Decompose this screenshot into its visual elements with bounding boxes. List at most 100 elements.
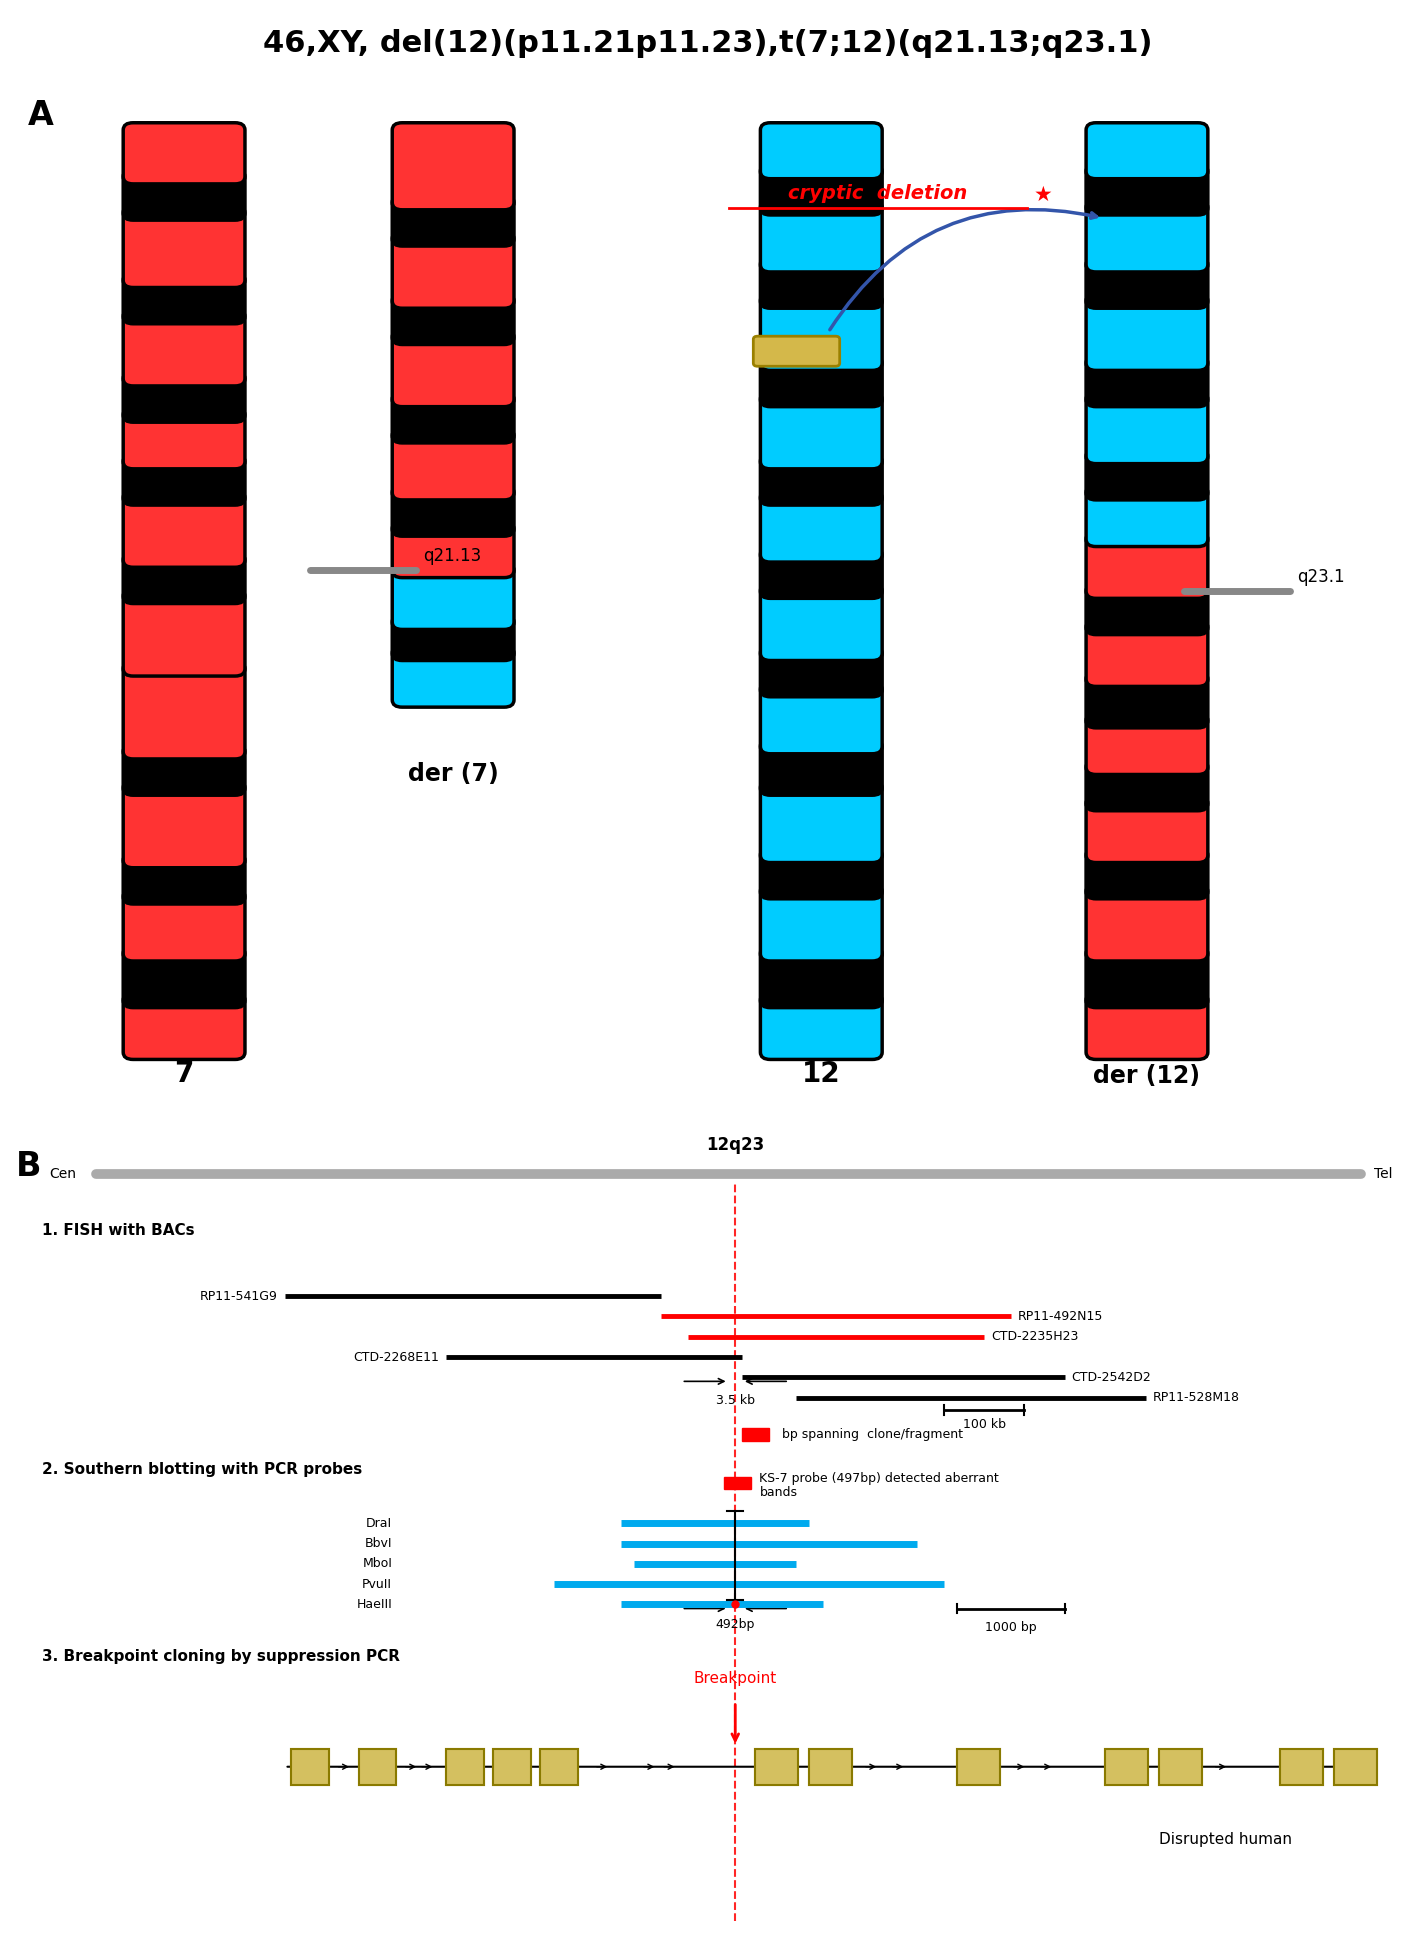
Bar bbox=[1280, 1750, 1323, 1785]
Text: 12q23: 12q23 bbox=[707, 1136, 765, 1153]
Bar bbox=[1334, 1750, 1376, 1785]
Text: MboI: MboI bbox=[362, 1558, 392, 1570]
Text: 1. FISH with BACs: 1. FISH with BACs bbox=[42, 1224, 195, 1238]
Bar bbox=[493, 1750, 531, 1785]
FancyBboxPatch shape bbox=[1086, 164, 1208, 215]
FancyBboxPatch shape bbox=[760, 293, 882, 369]
Bar bbox=[292, 1750, 329, 1785]
Text: KS-7 probe (497bp) detected aberrant: KS-7 probe (497bp) detected aberrant bbox=[759, 1472, 1000, 1486]
FancyBboxPatch shape bbox=[1086, 946, 1208, 1007]
Bar bbox=[358, 1750, 396, 1785]
Bar bbox=[1334, 1750, 1376, 1785]
FancyBboxPatch shape bbox=[123, 553, 245, 604]
Text: CTD-2235H23: CTD-2235H23 bbox=[991, 1329, 1078, 1343]
FancyBboxPatch shape bbox=[392, 330, 514, 407]
FancyBboxPatch shape bbox=[123, 123, 245, 184]
Text: Cen: Cen bbox=[50, 1167, 76, 1181]
Text: Disrupted human: Disrupted human bbox=[1160, 1832, 1297, 1847]
FancyBboxPatch shape bbox=[392, 485, 514, 536]
FancyBboxPatch shape bbox=[1086, 123, 1208, 178]
Text: 492bp: 492bp bbox=[715, 1619, 755, 1630]
FancyBboxPatch shape bbox=[1086, 620, 1208, 686]
Text: q23.1: q23.1 bbox=[1297, 567, 1345, 586]
FancyBboxPatch shape bbox=[760, 585, 882, 661]
Text: bands: bands bbox=[759, 1486, 797, 1499]
Text: 3.5 kb: 3.5 kb bbox=[715, 1394, 755, 1406]
FancyBboxPatch shape bbox=[123, 993, 245, 1060]
FancyBboxPatch shape bbox=[123, 309, 245, 385]
FancyBboxPatch shape bbox=[760, 739, 882, 796]
FancyBboxPatch shape bbox=[760, 123, 882, 178]
FancyBboxPatch shape bbox=[1086, 714, 1208, 774]
Text: DraI: DraI bbox=[367, 1517, 392, 1531]
FancyBboxPatch shape bbox=[760, 645, 882, 696]
Text: PvuII: PvuII bbox=[362, 1578, 392, 1591]
Text: 2. Southern blotting with PCR probes: 2. Southern blotting with PCR probes bbox=[42, 1462, 362, 1478]
Bar bbox=[446, 1750, 484, 1785]
FancyBboxPatch shape bbox=[760, 682, 882, 755]
FancyBboxPatch shape bbox=[123, 491, 245, 567]
Text: HaeIII: HaeIII bbox=[357, 1597, 392, 1611]
Text: RP11-492N15: RP11-492N15 bbox=[1018, 1310, 1103, 1324]
Bar bbox=[742, 1429, 769, 1441]
FancyBboxPatch shape bbox=[123, 454, 245, 504]
Bar bbox=[810, 1750, 852, 1785]
FancyBboxPatch shape bbox=[123, 890, 245, 962]
FancyBboxPatch shape bbox=[1086, 356, 1208, 407]
Bar bbox=[756, 1750, 799, 1785]
FancyBboxPatch shape bbox=[760, 547, 882, 598]
FancyBboxPatch shape bbox=[1086, 848, 1208, 899]
Bar bbox=[493, 1750, 531, 1785]
FancyBboxPatch shape bbox=[1086, 532, 1208, 598]
Bar bbox=[292, 1750, 329, 1785]
Bar bbox=[539, 1750, 578, 1785]
Bar bbox=[446, 1750, 484, 1785]
FancyBboxPatch shape bbox=[123, 409, 245, 469]
FancyBboxPatch shape bbox=[123, 745, 245, 796]
FancyBboxPatch shape bbox=[1086, 258, 1208, 309]
FancyBboxPatch shape bbox=[392, 123, 514, 209]
Bar bbox=[756, 1750, 799, 1785]
FancyBboxPatch shape bbox=[1086, 393, 1208, 463]
Bar bbox=[358, 1750, 396, 1785]
Text: ★: ★ bbox=[1034, 184, 1052, 205]
Bar bbox=[1160, 1750, 1202, 1785]
FancyBboxPatch shape bbox=[392, 645, 514, 708]
Bar bbox=[810, 1750, 852, 1785]
FancyBboxPatch shape bbox=[760, 258, 882, 309]
FancyBboxPatch shape bbox=[1086, 201, 1208, 272]
FancyBboxPatch shape bbox=[392, 231, 514, 309]
FancyBboxPatch shape bbox=[753, 336, 840, 366]
Text: der (12): der (12) bbox=[1093, 1064, 1201, 1089]
Text: bp spanning  clone/fragment: bp spanning clone/fragment bbox=[782, 1427, 963, 1441]
FancyBboxPatch shape bbox=[760, 993, 882, 1060]
FancyBboxPatch shape bbox=[392, 563, 514, 630]
FancyBboxPatch shape bbox=[123, 274, 245, 325]
FancyBboxPatch shape bbox=[1086, 450, 1208, 500]
FancyBboxPatch shape bbox=[760, 946, 882, 1007]
Bar bbox=[725, 1478, 752, 1490]
FancyBboxPatch shape bbox=[123, 588, 245, 676]
Text: 3. Breakpoint cloning by suppression PCR: 3. Breakpoint cloning by suppression PCR bbox=[42, 1650, 401, 1664]
Text: cryptic  deletion: cryptic deletion bbox=[789, 184, 967, 203]
FancyBboxPatch shape bbox=[1086, 796, 1208, 862]
FancyBboxPatch shape bbox=[1086, 760, 1208, 811]
FancyBboxPatch shape bbox=[760, 164, 882, 215]
FancyBboxPatch shape bbox=[1086, 673, 1208, 727]
FancyBboxPatch shape bbox=[760, 491, 882, 563]
FancyBboxPatch shape bbox=[123, 371, 245, 422]
FancyBboxPatch shape bbox=[392, 616, 514, 661]
Bar bbox=[957, 1750, 1000, 1785]
Text: BbvI: BbvI bbox=[365, 1537, 392, 1550]
FancyBboxPatch shape bbox=[392, 522, 514, 577]
FancyBboxPatch shape bbox=[760, 201, 882, 272]
Bar bbox=[1280, 1750, 1323, 1785]
FancyBboxPatch shape bbox=[123, 170, 245, 221]
Bar bbox=[1106, 1750, 1148, 1785]
Text: A: A bbox=[28, 100, 54, 131]
FancyBboxPatch shape bbox=[123, 852, 245, 903]
FancyBboxPatch shape bbox=[123, 205, 245, 287]
FancyBboxPatch shape bbox=[1086, 485, 1208, 547]
Text: CTD-2268E11: CTD-2268E11 bbox=[354, 1351, 439, 1363]
FancyBboxPatch shape bbox=[760, 454, 882, 504]
